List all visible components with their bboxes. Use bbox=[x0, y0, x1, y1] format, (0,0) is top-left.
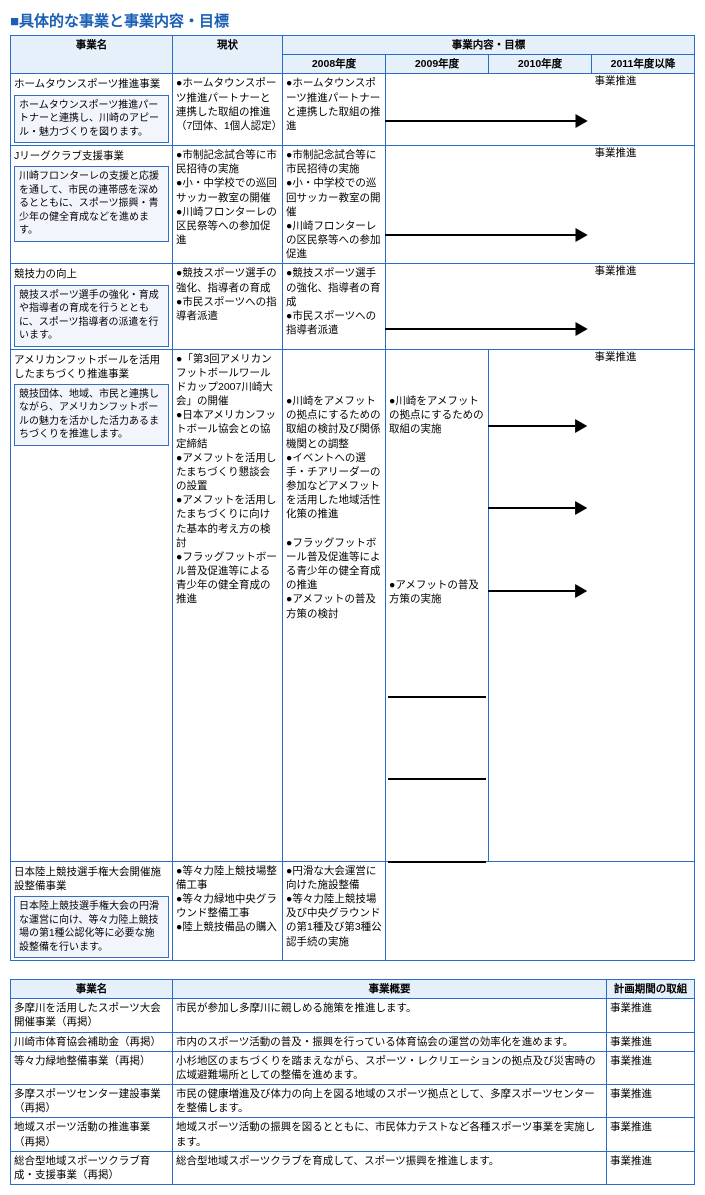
push-label: 事業推進 bbox=[592, 350, 637, 364]
table-row: 日本陸上競技選手権大会開催施設整備事業 日本陸上競技選手権大会の円滑な運営に向け… bbox=[11, 861, 695, 960]
cell2-action: 事業推進 bbox=[607, 1085, 695, 1118]
cell-2008: ●円滑な大会運営に向けた施設整備 ●等々力陸上競技場及び中央グラウンドの第1種及… bbox=[283, 861, 386, 960]
cell-2008: ●ホームタウンスポーツ推進パートナーと連携した取組の推進 bbox=[283, 74, 386, 146]
project-desc: 日本陸上競技選手権大会の円滑な運営に向け、等々力陸上競技場の第1種公認化等に必要… bbox=[14, 896, 169, 958]
cell-2010 bbox=[489, 349, 592, 861]
cell2-summary: 地域スポーツ活動の振興を図るとともに、市民体力テストなど各種スポーツ事業を実施し… bbox=[173, 1118, 607, 1151]
cell-status: ●ホームタウンスポーツ推進パートナーと連携した取組の推進（7団体、1個人認定） bbox=[173, 74, 283, 146]
cell2-summary: 小杉地区のまちづくりを踏まえながら、スポーツ・レクリエーションの拠点及び災害時の… bbox=[173, 1051, 607, 1084]
cell-name: 競技力の向上 競技スポーツ選手の強化・育成や指導者の育成を行うとともに、スポーツ… bbox=[11, 264, 173, 349]
th-status: 現状 bbox=[173, 36, 283, 74]
cell-2009 bbox=[386, 264, 489, 349]
push-label: 事業推進 bbox=[592, 146, 637, 160]
th-name: 事業名 bbox=[11, 36, 173, 74]
cell-2010 bbox=[489, 861, 592, 960]
cell2-action: 事業推進 bbox=[607, 999, 695, 1032]
cell2-action: 事業推進 bbox=[607, 1118, 695, 1151]
table-row: 多摩川を活用したスポーツ大会開催事業（再掲） 市民が参加し多摩川に親しめる施策を… bbox=[11, 999, 695, 1032]
cell2-name: 川崎市体育協会補助金（再掲） bbox=[11, 1032, 173, 1051]
cell2-action: 事業推進 bbox=[607, 1151, 695, 1184]
cell-2011: 事業推進 bbox=[592, 349, 695, 861]
project-name: ホームタウンスポーツ推進事業 bbox=[14, 77, 169, 91]
cell-name: 日本陸上競技選手権大会開催施設整備事業 日本陸上競技選手権大会の円滑な運営に向け… bbox=[11, 861, 173, 960]
project-desc: ホームタウンスポーツ推進パートナーと連携し、川崎のアピール・魅力づくりを図ります… bbox=[14, 95, 169, 144]
th-2010: 2010年度 bbox=[489, 55, 592, 74]
table-row: Jリーグクラブ支援事業 川崎フロンターレの支援と応援を通して、市民の連帯感を深め… bbox=[11, 146, 695, 264]
project-desc: 競技団体、地域、市民と連携しながら、アメリカンフットボールの魅力を活かした活力あ… bbox=[14, 384, 169, 446]
cell-2011: 事業推進 bbox=[592, 74, 695, 146]
cell2-name: 等々力緑地整備事業（再掲） bbox=[11, 1051, 173, 1084]
cell-name: ホームタウンスポーツ推進事業 ホームタウンスポーツ推進パートナーと連携し、川崎の… bbox=[11, 74, 173, 146]
table-row: 競技力の向上 競技スポーツ選手の強化・育成や指導者の育成を行うとともに、スポーツ… bbox=[11, 264, 695, 349]
cell-2009 bbox=[386, 861, 489, 960]
cell-status: ●競技スポーツ選手の強化、指導者の育成 ●市民スポーツへの指導者派遣 bbox=[173, 264, 283, 349]
cell-name: アメリカンフットボールを活用したまちづくり推進事業 競技団体、地域、市民と連携し… bbox=[11, 349, 173, 861]
cell2-name: 多摩川を活用したスポーツ大会開催事業（再掲） bbox=[11, 999, 173, 1032]
cell-2009 bbox=[386, 74, 489, 146]
cell-2008: ●川崎をアメフットの拠点にするための取組の検討及び関係機関との調整 ●イベントへ… bbox=[283, 349, 386, 861]
th2-summary: 事業概要 bbox=[173, 980, 607, 999]
cell-name: Jリーグクラブ支援事業 川崎フロンターレの支援と応援を通して、市民の連帯感を深め… bbox=[11, 146, 173, 264]
cell2-name: 総合型地域スポーツクラブ育成・支援事業（再掲） bbox=[11, 1151, 173, 1184]
cell-2008: ●市制記念試合等に市民招待の実施 ●小・中学校での巡回サッカー教室の開催 ●川崎… bbox=[283, 146, 386, 264]
cell-2010 bbox=[489, 74, 592, 146]
project-name: 競技力の向上 bbox=[14, 267, 169, 281]
cell-status: ●「第3回アメリカンフットボールワールドカップ2007川崎大会」の開催 ●日本ア… bbox=[173, 349, 283, 861]
cell-2009 bbox=[386, 146, 489, 264]
th2-action: 計画期間の取組 bbox=[607, 980, 695, 999]
second-table: 事業名 事業概要 計画期間の取組 多摩川を活用したスポーツ大会開催事業（再掲） … bbox=[10, 979, 695, 1185]
table-row: 等々力緑地整備事業（再掲） 小杉地区のまちづくりを踏まえながら、スポーツ・レクリ… bbox=[11, 1051, 695, 1084]
cell2-summary: 総合型地域スポーツクラブを育成して、スポーツ振興を推進します。 bbox=[173, 1151, 607, 1184]
cell-status: ●等々力陸上競技場整備工事 ●等々力緑地中央グラウンド整備工事 ●陸上競技備品の… bbox=[173, 861, 283, 960]
main-table: 事業名 現状 事業内容・目標 2008年度 2009年度 2010年度 2011… bbox=[10, 35, 695, 961]
cell2-action: 事業推進 bbox=[607, 1032, 695, 1051]
project-desc: 競技スポーツ選手の強化・育成や指導者の育成を行うとともに、スポーツ指導者の派遣を… bbox=[14, 285, 169, 347]
table-row: アメリカンフットボールを活用したまちづくり推進事業 競技団体、地域、市民と連携し… bbox=[11, 349, 695, 861]
cell-2011: 事業推進 bbox=[592, 146, 695, 264]
project-name: アメリカンフットボールを活用したまちづくり推進事業 bbox=[14, 353, 169, 381]
cell-status: ●市制記念試合等に市民招待の実施 ●小・中学校での巡回サッカー教室の開催 ●川崎… bbox=[173, 146, 283, 264]
table-row: ホームタウンスポーツ推進事業 ホームタウンスポーツ推進パートナーと連携し、川崎の… bbox=[11, 74, 695, 146]
th-2008: 2008年度 bbox=[283, 55, 386, 74]
cell-2010 bbox=[489, 264, 592, 349]
cell2-summary: 市内のスポーツ活動の普及・振興を行っている体育協会の運営の効率化を進めます。 bbox=[173, 1032, 607, 1051]
th-2009: 2009年度 bbox=[386, 55, 489, 74]
cell2-action: 事業推進 bbox=[607, 1051, 695, 1084]
cell-2009: ●川崎をアメフットの拠点にするための取組の実施 ●アメフットの普及方策の実施 bbox=[386, 349, 489, 861]
cell2-name: 多摩スポーツセンター建設事業（再掲） bbox=[11, 1085, 173, 1118]
project-desc: 川崎フロンターレの支援と応援を通して、市民の連帯感を深めるとともに、スポーツ振興… bbox=[14, 166, 169, 242]
project-name: 日本陸上競技選手権大会開催施設整備事業 bbox=[14, 865, 169, 893]
cell2-summary: 市民の健康増進及び体力の向上を図る地域のスポーツ拠点として、多摩スポーツセンター… bbox=[173, 1085, 607, 1118]
cell2-summary: 市民が参加し多摩川に親しめる施策を推進します。 bbox=[173, 999, 607, 1032]
table-row: 総合型地域スポーツクラブ育成・支援事業（再掲） 総合型地域スポーツクラブを育成し… bbox=[11, 1151, 695, 1184]
table-row: 川崎市体育協会補助金（再掲） 市内のスポーツ活動の普及・振興を行っている体育協会… bbox=[11, 1032, 695, 1051]
table-row: 多摩スポーツセンター建設事業（再掲） 市民の健康増進及び体力の向上を図る地域のス… bbox=[11, 1085, 695, 1118]
cell-2010 bbox=[489, 146, 592, 264]
cell-2011 bbox=[592, 861, 695, 960]
th-2011: 2011年度以降 bbox=[592, 55, 695, 74]
cell-2008: ●競技スポーツ選手の強化、指導者の育成 ●市民スポーツへの指導者派遣 bbox=[283, 264, 386, 349]
project-name: Jリーグクラブ支援事業 bbox=[14, 149, 169, 163]
cell2-name: 地域スポーツ活動の推進事業（再掲） bbox=[11, 1118, 173, 1151]
section-title: ■具体的な事業と事業内容・目標 bbox=[10, 10, 695, 31]
table-row: 地域スポーツ活動の推進事業（再掲） 地域スポーツ活動の振興を図るとともに、市民体… bbox=[11, 1118, 695, 1151]
push-label: 事業推進 bbox=[592, 264, 637, 278]
cell-2011: 事業推進 bbox=[592, 264, 695, 349]
th-content-goal: 事業内容・目標 bbox=[283, 36, 695, 55]
th2-name: 事業名 bbox=[11, 980, 173, 999]
push-label: 事業推進 bbox=[592, 74, 637, 88]
